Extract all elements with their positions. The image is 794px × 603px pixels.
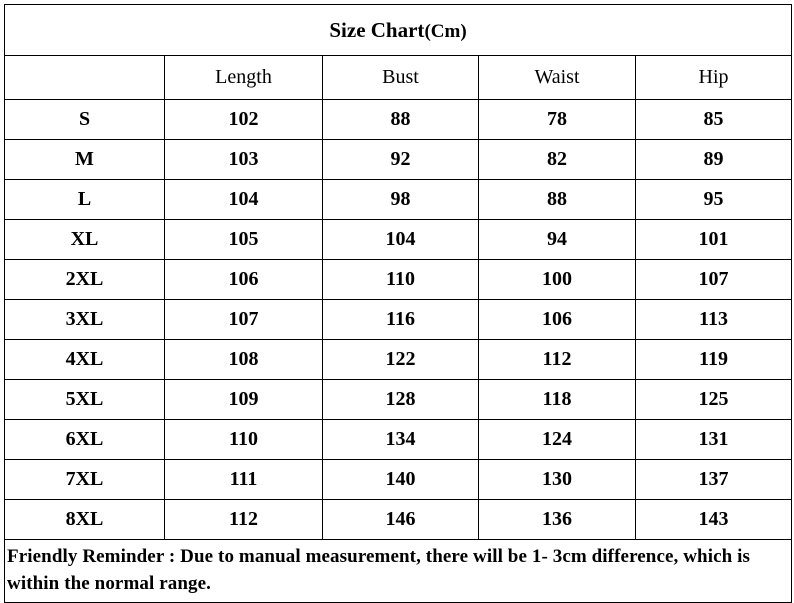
size-label: 3XL [4,299,165,340]
waist-value: 94 [478,219,636,260]
hip-value: 113 [635,299,792,340]
table-row: 8XL 112 146 136 143 [4,499,792,540]
size-label: 8XL [4,499,165,540]
hip-value: 119 [635,339,792,380]
table-row: XL 105 104 94 101 [4,219,792,260]
table-row: 3XL 107 116 106 113 [4,299,792,340]
header-bust: Bust [322,55,479,100]
header-hip: Hip [635,55,792,100]
length-value: 111 [164,459,323,500]
hip-value: 125 [635,379,792,420]
friendly-reminder-note: Friendly Reminder : Due to manual measur… [4,539,792,603]
table-row: 7XL 111 140 130 137 [4,459,792,500]
waist-value: 124 [478,419,636,460]
bust-value: 92 [322,139,479,180]
table-row: S 102 88 78 85 [4,99,792,140]
hip-value: 107 [635,259,792,300]
length-value: 112 [164,499,323,540]
size-label: S [4,99,165,140]
size-label: L [4,179,165,220]
bust-value: 98 [322,179,479,220]
hip-value: 143 [635,499,792,540]
length-value: 107 [164,299,323,340]
bust-value: 146 [322,499,479,540]
size-label: 2XL [4,259,165,300]
header-length: Length [164,55,323,100]
waist-value: 82 [478,139,636,180]
size-label: 7XL [4,459,165,500]
table-row: L 104 98 88 95 [4,179,792,220]
hip-value: 131 [635,419,792,460]
header-size [4,55,165,100]
length-value: 102 [164,99,323,140]
waist-value: 100 [478,259,636,300]
table-row: M 103 92 82 89 [4,139,792,180]
hip-value: 137 [635,459,792,500]
table-row: 5XL 109 128 118 125 [4,379,792,420]
waist-value: 118 [478,379,636,420]
bust-value: 140 [322,459,479,500]
size-chart-table: Size Chart(Cm) Length Bust Waist Hip S 1… [4,4,792,603]
length-value: 109 [164,379,323,420]
bust-value: 110 [322,259,479,300]
size-label: M [4,139,165,180]
bust-value: 88 [322,99,479,140]
waist-value: 78 [478,99,636,140]
length-value: 103 [164,139,323,180]
bust-value: 122 [322,339,479,380]
chart-title: Size Chart(Cm) [4,4,792,56]
title-row: Size Chart(Cm) [4,4,792,56]
hip-value: 95 [635,179,792,220]
waist-value: 112 [478,339,636,380]
length-value: 104 [164,179,323,220]
waist-value: 106 [478,299,636,340]
size-label: 4XL [4,339,165,380]
waist-value: 136 [478,499,636,540]
waist-value: 88 [478,179,636,220]
size-label: XL [4,219,165,260]
size-label: 5XL [4,379,165,420]
length-value: 105 [164,219,323,260]
size-label: 6XL [4,419,165,460]
chart-title-main: Size Chart [329,17,425,42]
header-waist: Waist [478,55,636,100]
length-value: 106 [164,259,323,300]
note-row: Friendly Reminder : Due to manual measur… [4,539,792,603]
bust-value: 128 [322,379,479,420]
table-row: 2XL 106 110 100 107 [4,259,792,300]
table-row: 6XL 110 134 124 131 [4,419,792,460]
bust-value: 116 [322,299,479,340]
length-value: 110 [164,419,323,460]
bust-value: 104 [322,219,479,260]
header-row: Length Bust Waist Hip [4,55,792,100]
length-value: 108 [164,339,323,380]
table-row: 4XL 108 122 112 119 [4,339,792,380]
hip-value: 89 [635,139,792,180]
waist-value: 130 [478,459,636,500]
hip-value: 85 [635,99,792,140]
bust-value: 134 [322,419,479,460]
chart-title-unit: (Cm) [424,20,467,42]
hip-value: 101 [635,219,792,260]
